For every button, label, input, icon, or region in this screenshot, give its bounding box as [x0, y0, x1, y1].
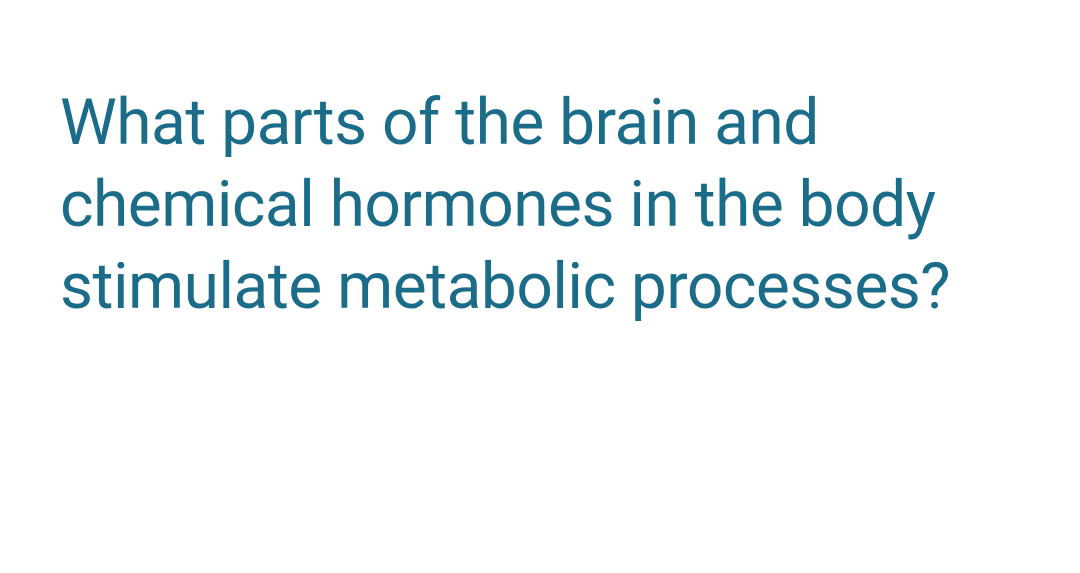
- question-container: What parts of the brain and chemical hor…: [0, 0, 1080, 388]
- question-text: What parts of the brain and chemical hor…: [60, 82, 1020, 328]
